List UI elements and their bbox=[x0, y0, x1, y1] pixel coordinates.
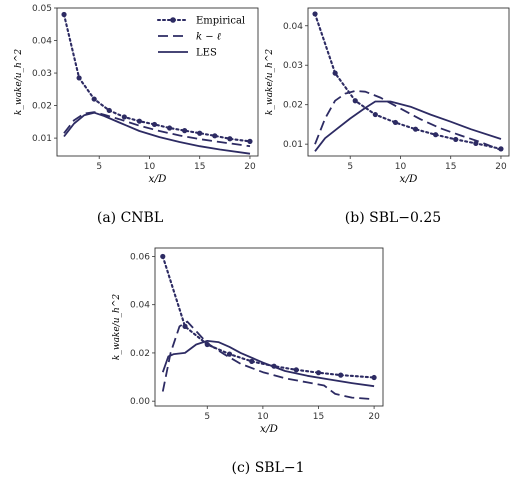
x-axis-label: x/D bbox=[400, 173, 418, 185]
data-point-empirical bbox=[151, 121, 158, 128]
data-point-empirical bbox=[91, 96, 97, 102]
plot-frame bbox=[307, 7, 510, 157]
data-point-empirical bbox=[76, 75, 82, 81]
x-tick-label: 10 bbox=[144, 162, 156, 172]
caption-cnbl: (a) CNBL bbox=[97, 210, 163, 226]
data-point-empirical bbox=[227, 136, 233, 142]
data-point-empirical bbox=[372, 111, 378, 118]
data-point-empirical bbox=[247, 138, 253, 144]
series-line-k bbox=[161, 320, 375, 401]
series-line-empirical bbox=[62, 13, 252, 143]
x-tick-label: 15 bbox=[313, 412, 324, 422]
data-point-empirical bbox=[106, 107, 112, 114]
y-tick-label: 0.01 bbox=[283, 140, 303, 150]
data-point-empirical bbox=[160, 253, 166, 260]
data-point-empirical bbox=[249, 358, 255, 364]
y-tick-label: 0.02 bbox=[283, 101, 303, 111]
x-tick-label: 5 bbox=[96, 162, 102, 172]
x-tick-label: 15 bbox=[445, 162, 456, 172]
chart-sbl1: 5 10 15 20 0.00 0.02 0.04 0.06 x/D k_wake/u_h^2 (c… bbox=[112, 247, 384, 476]
series-line-k bbox=[63, 111, 251, 148]
data-point-empirical bbox=[453, 136, 459, 143]
series-line-les bbox=[314, 100, 502, 152]
x-tick-label: 20 bbox=[244, 162, 256, 172]
y-tick-label: 0.02 bbox=[32, 102, 52, 112]
data-point-empirical bbox=[473, 140, 479, 146]
series-group bbox=[312, 11, 504, 152]
data-point-empirical bbox=[315, 370, 322, 376]
series-line-empirical bbox=[313, 12, 503, 150]
data-point-empirical bbox=[433, 132, 439, 138]
data-point-empirical bbox=[182, 128, 188, 134]
y-tick-label: 0.03 bbox=[283, 61, 303, 71]
series-line-les bbox=[63, 111, 251, 155]
caption-sbl1: (c) SBL−1 bbox=[231, 460, 304, 476]
series-group bbox=[160, 253, 377, 401]
legend-label-2: k − ℓ bbox=[196, 32, 221, 43]
x-tick-label: 10 bbox=[395, 162, 407, 172]
legend-label-3: LES bbox=[196, 48, 217, 59]
plot-frame bbox=[56, 7, 259, 157]
y-axis-label: k_wake/u_h^2 bbox=[112, 294, 122, 360]
series-group bbox=[61, 11, 253, 155]
caption-sbl025: (b) SBL−0.25 bbox=[345, 210, 441, 226]
data-point-empirical bbox=[136, 118, 143, 124]
y-tick-label: 0.04 bbox=[32, 37, 52, 47]
series-line-empirical bbox=[161, 255, 376, 379]
y-tick-label: 0.06 bbox=[130, 252, 150, 262]
data-point-empirical bbox=[212, 133, 218, 139]
y-tick-label: 0.01 bbox=[32, 134, 52, 144]
y-tick-label: 0.00 bbox=[130, 397, 150, 407]
y-tick-label: 0.04 bbox=[283, 22, 303, 32]
x-axis-label: x/D bbox=[260, 423, 278, 435]
data-point-empirical bbox=[371, 374, 377, 381]
series-line-k bbox=[314, 90, 502, 151]
chart-cnbl: 5 10 15 20 0.01 0.02 0.03 0.04 0.05 x/D k_wake/u_h… bbox=[14, 4, 259, 226]
x-tick-label: 20 bbox=[495, 162, 507, 172]
data-point-empirical bbox=[121, 114, 127, 120]
x-tick-label: 10 bbox=[257, 412, 269, 422]
data-point-empirical bbox=[226, 351, 233, 357]
data-point-empirical bbox=[312, 11, 318, 17]
data-point-empirical bbox=[392, 119, 399, 126]
y-tick-label: 0.02 bbox=[130, 349, 150, 359]
data-point-empirical bbox=[61, 11, 67, 18]
x-tick-label: 20 bbox=[368, 412, 380, 422]
data-point-empirical bbox=[338, 372, 344, 378]
y-tick-label: 0.05 bbox=[32, 4, 52, 14]
data-point-empirical bbox=[182, 323, 188, 329]
data-point-empirical bbox=[352, 98, 358, 104]
y-axis-label: k_wake/u_h^2 bbox=[14, 49, 24, 115]
series-line-les bbox=[161, 339, 375, 388]
y-axis-label: k_wake/u_h^2 bbox=[265, 49, 275, 115]
x-tick-label: 5 bbox=[347, 162, 353, 172]
x-tick-label: 5 bbox=[204, 412, 210, 422]
chart-sbl025: 5 10 15 20 0.01 0.02 0.03 0.04 x/D k_wake/u_h^2 (b… bbox=[265, 7, 510, 226]
data-point-empirical bbox=[166, 125, 173, 131]
data-point-empirical bbox=[293, 367, 299, 373]
data-point-empirical bbox=[332, 70, 338, 76]
plot-frame bbox=[154, 247, 384, 407]
data-point-empirical bbox=[197, 130, 203, 136]
x-tick-label: 15 bbox=[194, 162, 205, 172]
y-tick-label: 0.04 bbox=[130, 301, 150, 311]
y-tick-label: 0.03 bbox=[32, 69, 52, 79]
x-axis-label: x/D bbox=[149, 173, 167, 185]
legend: Empirical k − ℓ LES bbox=[156, 16, 245, 59]
legend-marker bbox=[170, 17, 176, 23]
legend-label-1: Empirical bbox=[196, 16, 245, 27]
data-point-empirical bbox=[412, 126, 419, 132]
